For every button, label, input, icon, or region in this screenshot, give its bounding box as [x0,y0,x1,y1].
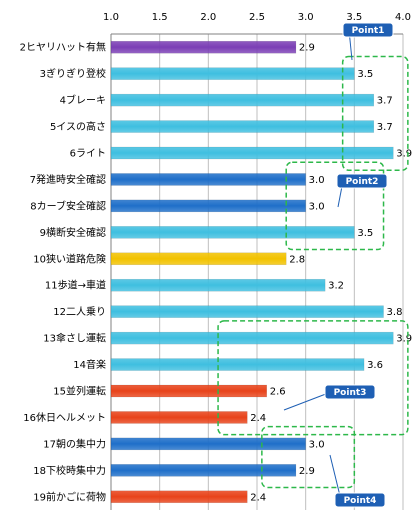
category-label: 14音楽 [73,358,106,371]
category-label: 10狭い道路危険 [33,252,106,265]
data-label: 3.7 [377,122,393,133]
bar [110,384,267,398]
category-label: 3ぎりぎり登校 [40,67,106,80]
x-tick-label: 1.5 [152,12,168,23]
data-label: 2.4 [250,413,266,424]
x-tick-label: 4.0 [395,12,411,23]
bar [110,490,248,504]
bar [110,199,306,213]
callout-box [324,384,376,400]
category-label: 4ブレーキ [60,94,106,107]
callout-label: Point4 [344,496,377,506]
x-tick-label: 3.0 [298,12,314,23]
x-tick-label: 1.0 [103,12,119,23]
data-label: 3.5 [357,228,373,239]
category-label: 12二人乗り [53,306,106,318]
category-label: 5イスの高さ [50,120,106,133]
callout-box [342,22,394,38]
callout-label: Point1 [352,26,385,36]
bar [110,411,248,424]
category-label: 8カーブ安全確認 [30,199,106,212]
data-label: 3.0 [309,175,325,186]
x-tick-label: 2.5 [249,12,265,23]
callout-label: Point2 [346,177,379,187]
bar [110,146,394,160]
bar [110,120,375,133]
callout-pointer [283,391,332,411]
data-label: 2.9 [299,43,315,54]
x-tick-label: 2.0 [200,12,216,23]
category-label: 17朝の集中力 [43,437,106,450]
data-label: 2.8 [289,254,305,265]
category-label: 15並列運転 [53,385,106,398]
annotation-box [341,55,409,171]
data-label: 3.2 [328,281,344,292]
data-label: 2.9 [299,466,315,477]
category-label: 2ヒヤリハット有無 [20,41,106,54]
category-label: 19前かごに荷物 [33,490,106,503]
data-label: 3.5 [357,69,373,80]
data-label: 3.9 [396,149,412,160]
callout-label: Point3 [334,388,367,398]
data-label: 3.9 [396,334,412,345]
data-label: 3.8 [387,307,403,318]
callout-box [336,173,388,189]
bar [110,173,306,186]
category-label: 6ライト [70,148,106,160]
annotation-box [261,425,356,489]
category-label: 18下校時集中力 [33,464,106,477]
category-label: 16休日ヘルメット [23,412,106,424]
data-label: 2.6 [270,387,286,398]
bar [110,226,355,239]
bar [110,40,297,54]
annotation-box [285,161,385,251]
category-label: 11歩道→車道 [45,279,106,292]
bar [110,252,287,266]
bar [110,437,306,451]
data-label: 3.7 [377,96,393,107]
category-label: 13傘さし運転 [43,333,106,345]
bar [110,331,394,345]
category-label: 9横断安全確認 [40,226,106,239]
category-label: 7発進時安全確認 [30,173,106,186]
x-tick-label: 3.5 [346,12,362,23]
bar [110,278,326,292]
data-label: 3.0 [309,201,325,212]
bar [110,305,384,318]
bar [110,93,375,107]
bar [110,464,297,477]
data-label: 3.6 [367,360,383,371]
annotation-box [217,320,409,436]
data-label: 3.0 [309,439,325,450]
data-label: 2.4 [250,492,266,503]
bar [110,358,365,371]
callout-box [334,492,386,508]
bar [110,67,355,80]
